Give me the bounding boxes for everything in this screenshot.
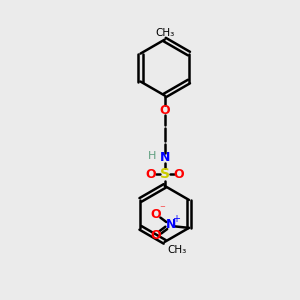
Text: CH₃: CH₃: [168, 245, 187, 255]
Text: O: O: [173, 168, 184, 181]
Text: +: +: [172, 214, 180, 224]
Text: ⁻: ⁻: [160, 204, 165, 214]
Text: H: H: [148, 152, 157, 161]
Text: O: O: [151, 208, 161, 221]
Text: N: N: [166, 218, 176, 231]
Text: O: O: [145, 168, 156, 181]
Text: S: S: [160, 167, 170, 181]
Text: O: O: [159, 104, 170, 117]
Text: CH₃: CH₃: [155, 28, 174, 38]
Text: N: N: [160, 152, 170, 164]
Text: O: O: [151, 229, 161, 242]
